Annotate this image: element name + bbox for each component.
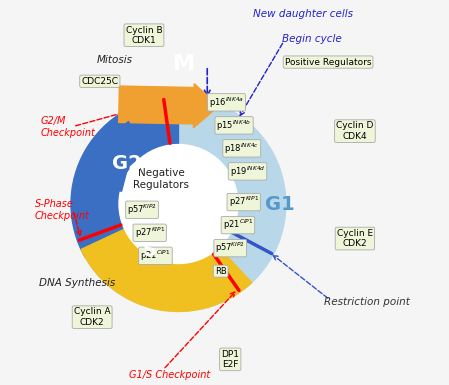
Circle shape [119, 144, 238, 263]
Text: p18$^{INK4c}$: p18$^{INK4c}$ [224, 141, 259, 156]
Text: p19$^{INK4d}$: p19$^{INK4d}$ [230, 164, 265, 179]
Text: p16$^{INK4a}$: p16$^{INK4a}$ [209, 95, 244, 110]
Text: DP1
E2F: DP1 E2F [221, 350, 239, 369]
Wedge shape [81, 229, 252, 311]
Text: G1/S Checkpoint: G1/S Checkpoint [128, 370, 210, 380]
FancyArrow shape [101, 122, 138, 191]
Text: Cyclin A
CDK2: Cyclin A CDK2 [74, 308, 110, 327]
Text: RB: RB [215, 267, 227, 276]
Text: p27$^{KIP1}$: p27$^{KIP1}$ [229, 195, 259, 209]
Text: G2/M
Checkpoint: G2/M Checkpoint [40, 117, 95, 138]
Text: Cyclin D
CDK4: Cyclin D CDK4 [336, 121, 374, 141]
Text: G2: G2 [112, 154, 141, 173]
Text: Positive Regulators: Positive Regulators [285, 58, 371, 67]
Text: p57$^{KIP2}$: p57$^{KIP2}$ [127, 203, 157, 217]
Text: G1: G1 [265, 194, 295, 214]
Text: Mitosis: Mitosis [97, 55, 133, 65]
Text: p15$^{INK4b}$: p15$^{INK4b}$ [216, 118, 252, 132]
Text: Cyclin E
CDK2: Cyclin E CDK2 [337, 229, 373, 248]
Text: New daughter cells: New daughter cells [253, 9, 353, 19]
Text: p21$^{CIP1}$: p21$^{CIP1}$ [140, 249, 171, 263]
Text: DNA Synthesis: DNA Synthesis [39, 278, 115, 288]
Text: Cyclin B
CDK1: Cyclin B CDK1 [126, 25, 162, 45]
Text: p21$^{CIP1}$: p21$^{CIP1}$ [223, 218, 253, 232]
Text: Negative
Regulators: Negative Regulators [133, 168, 189, 190]
Text: S-Phase
Checkpoint: S-Phase Checkpoint [35, 199, 89, 221]
Text: CDC25C: CDC25C [81, 77, 119, 86]
Text: Begin cycle: Begin cycle [282, 34, 342, 44]
Text: p27$^{KIP1}$: p27$^{KIP1}$ [135, 226, 165, 240]
Text: p57$^{KIP2}$: p57$^{KIP2}$ [216, 241, 245, 255]
FancyArrow shape [131, 259, 196, 293]
Text: S: S [143, 241, 157, 259]
FancyArrow shape [119, 84, 219, 128]
Wedge shape [71, 97, 178, 258]
Circle shape [71, 97, 286, 311]
Text: Restriction point: Restriction point [324, 297, 410, 307]
Text: M: M [173, 54, 195, 74]
